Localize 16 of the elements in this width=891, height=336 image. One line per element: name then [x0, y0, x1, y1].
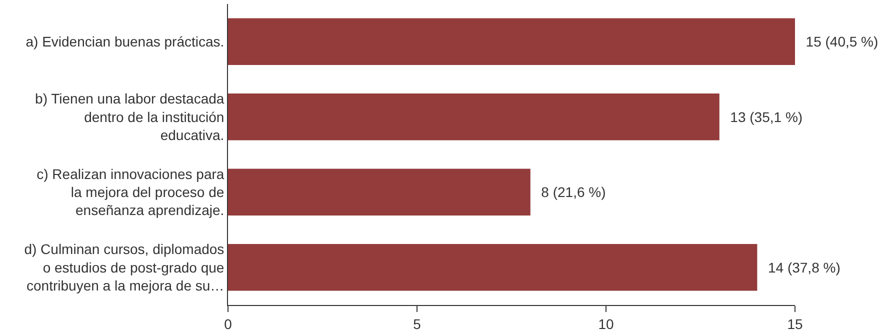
- bar: [228, 18, 795, 65]
- x-tick-label: 15: [787, 316, 803, 332]
- bar: [228, 94, 720, 140]
- y-tick-label: a) Evidencian buenas prácticas.: [26, 34, 224, 50]
- x-tick-label: 5: [413, 316, 422, 332]
- x-tick-label: 10: [598, 316, 614, 332]
- bar: [228, 244, 758, 291]
- data-label: 15 (40,5 %): [798, 34, 878, 50]
- y-tick-label: d) Culminan cursos, diplomados o estudios de post-grado que contribuyen a la mejora de su…: [24, 241, 224, 294]
- data-label: 8 (21,6 %): [533, 184, 606, 200]
- y-tick-label: c) Realizan innovaciones para la mejora del proceso de enseñanza aprendizaje.: [36, 166, 224, 218]
- x-tick-label: 0: [224, 316, 232, 332]
- y-tick-label: b) Tienen una labor destacada dentro de la institución educativa.: [35, 90, 224, 143]
- data-label: 14 (37,8 %): [760, 259, 840, 276]
- bar: [228, 168, 530, 216]
- data-label: 13 (35,1 %): [722, 108, 803, 125]
